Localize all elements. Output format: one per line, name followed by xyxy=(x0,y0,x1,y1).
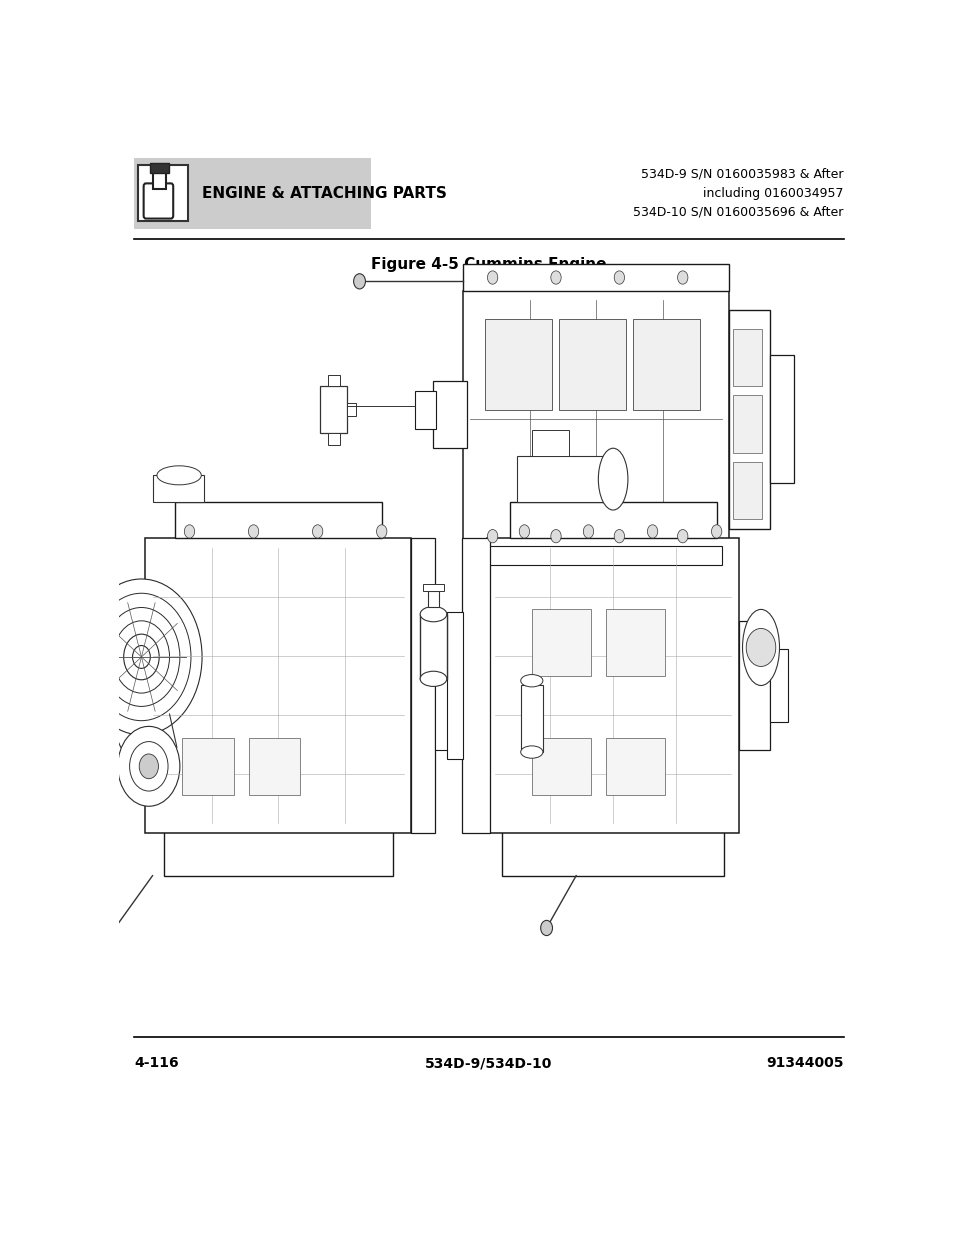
Circle shape xyxy=(117,726,180,806)
Text: 4-116: 4-116 xyxy=(133,1056,178,1070)
Circle shape xyxy=(376,525,387,538)
Circle shape xyxy=(139,753,158,779)
Bar xyxy=(419,614,446,679)
Text: 534D-9/534D-10: 534D-9/534D-10 xyxy=(425,1056,552,1070)
Circle shape xyxy=(354,274,365,289)
Bar xyxy=(520,685,542,752)
FancyBboxPatch shape xyxy=(137,165,188,221)
Circle shape xyxy=(647,525,657,538)
Bar xyxy=(411,538,435,832)
Circle shape xyxy=(550,270,560,284)
Circle shape xyxy=(113,621,170,693)
Circle shape xyxy=(614,270,624,284)
Circle shape xyxy=(518,525,529,538)
Text: ENGINE & ATTACHING PARTS: ENGINE & ATTACHING PARTS xyxy=(202,186,446,201)
Bar xyxy=(769,354,793,483)
Bar xyxy=(531,737,590,795)
Circle shape xyxy=(487,270,497,284)
Circle shape xyxy=(677,530,687,543)
Ellipse shape xyxy=(520,674,542,687)
Bar xyxy=(423,584,443,592)
Ellipse shape xyxy=(520,746,542,758)
Text: Figure 4-5 Cummins Engine: Figure 4-5 Cummins Engine xyxy=(371,257,606,272)
Bar xyxy=(605,737,664,795)
Ellipse shape xyxy=(419,606,446,621)
Bar xyxy=(152,475,204,501)
Circle shape xyxy=(81,579,202,735)
Bar xyxy=(249,737,300,795)
Bar xyxy=(433,382,466,448)
Bar xyxy=(415,390,436,429)
Bar xyxy=(732,462,761,519)
Bar xyxy=(487,538,738,832)
FancyBboxPatch shape xyxy=(150,163,169,173)
Bar xyxy=(328,433,339,445)
Circle shape xyxy=(91,593,191,721)
Circle shape xyxy=(132,646,151,668)
Bar xyxy=(461,538,489,832)
Circle shape xyxy=(711,525,721,538)
FancyBboxPatch shape xyxy=(152,172,166,189)
Bar xyxy=(633,320,699,410)
FancyBboxPatch shape xyxy=(144,183,173,219)
Bar xyxy=(769,648,787,722)
Bar xyxy=(517,456,605,501)
Circle shape xyxy=(582,525,593,538)
FancyBboxPatch shape xyxy=(133,158,370,228)
Bar xyxy=(531,430,568,456)
Text: 534D-9 S/N 0160035983 & After: 534D-9 S/N 0160035983 & After xyxy=(640,168,842,180)
Bar xyxy=(164,830,393,876)
Circle shape xyxy=(550,530,560,543)
Circle shape xyxy=(124,634,159,679)
Circle shape xyxy=(248,525,258,538)
Ellipse shape xyxy=(419,672,446,687)
Bar xyxy=(509,501,716,538)
Circle shape xyxy=(102,930,114,945)
Ellipse shape xyxy=(598,448,627,510)
Bar xyxy=(485,320,551,410)
Bar xyxy=(174,501,381,538)
Text: including 0160034957: including 0160034957 xyxy=(702,186,842,200)
Bar xyxy=(531,609,590,676)
Bar xyxy=(328,374,339,385)
Circle shape xyxy=(487,530,497,543)
Circle shape xyxy=(313,525,322,538)
Bar xyxy=(182,737,233,795)
Bar xyxy=(320,385,347,433)
Circle shape xyxy=(745,629,775,667)
Bar xyxy=(462,264,728,291)
Ellipse shape xyxy=(157,466,201,485)
Bar xyxy=(732,329,761,385)
Text: 534D-10 S/N 0160035696 & After: 534D-10 S/N 0160035696 & After xyxy=(633,206,842,219)
Bar xyxy=(435,621,449,750)
Bar xyxy=(446,611,462,760)
Circle shape xyxy=(677,270,687,284)
Bar xyxy=(427,592,439,606)
Bar xyxy=(732,395,761,452)
Bar xyxy=(145,538,411,832)
Circle shape xyxy=(540,920,552,936)
Bar xyxy=(501,830,723,876)
Circle shape xyxy=(184,525,194,538)
Bar xyxy=(470,546,721,564)
Bar xyxy=(738,621,769,750)
Bar xyxy=(605,609,664,676)
Circle shape xyxy=(103,608,180,706)
Ellipse shape xyxy=(741,609,779,685)
Bar xyxy=(558,320,625,410)
Bar xyxy=(728,310,769,529)
Bar xyxy=(347,403,355,416)
Bar xyxy=(462,291,728,547)
Circle shape xyxy=(130,741,168,792)
Text: 91344005: 91344005 xyxy=(765,1056,842,1070)
Circle shape xyxy=(614,530,624,543)
